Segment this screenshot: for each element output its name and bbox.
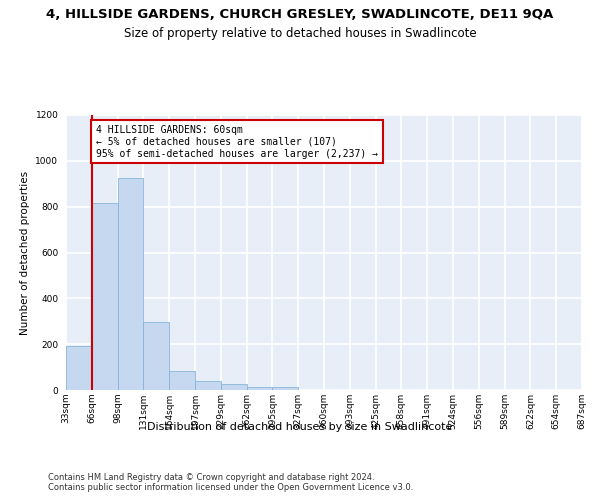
Bar [143,322,169,390]
Bar [118,178,143,390]
Text: 4, HILLSIDE GARDENS, CHURCH GRESLEY, SWADLINCOTE, DE11 9QA: 4, HILLSIDE GARDENS, CHURCH GRESLEY, SWA… [46,8,554,20]
Text: Distribution of detached houses by size in Swadlincote: Distribution of detached houses by size … [148,422,452,432]
Bar [195,381,221,390]
Text: Size of property relative to detached houses in Swadlincote: Size of property relative to detached ho… [124,28,476,40]
Y-axis label: Number of detached properties: Number of detached properties [20,170,30,334]
Bar [66,346,92,390]
Bar [92,203,118,390]
Bar [272,387,298,390]
Bar [169,370,195,390]
Bar [247,386,272,390]
Text: Contains HM Land Registry data © Crown copyright and database right 2024.
Contai: Contains HM Land Registry data © Crown c… [48,472,413,492]
Bar [221,384,247,390]
Text: 4 HILLSIDE GARDENS: 60sqm
← 5% of detached houses are smaller (107)
95% of semi-: 4 HILLSIDE GARDENS: 60sqm ← 5% of detach… [95,126,377,158]
